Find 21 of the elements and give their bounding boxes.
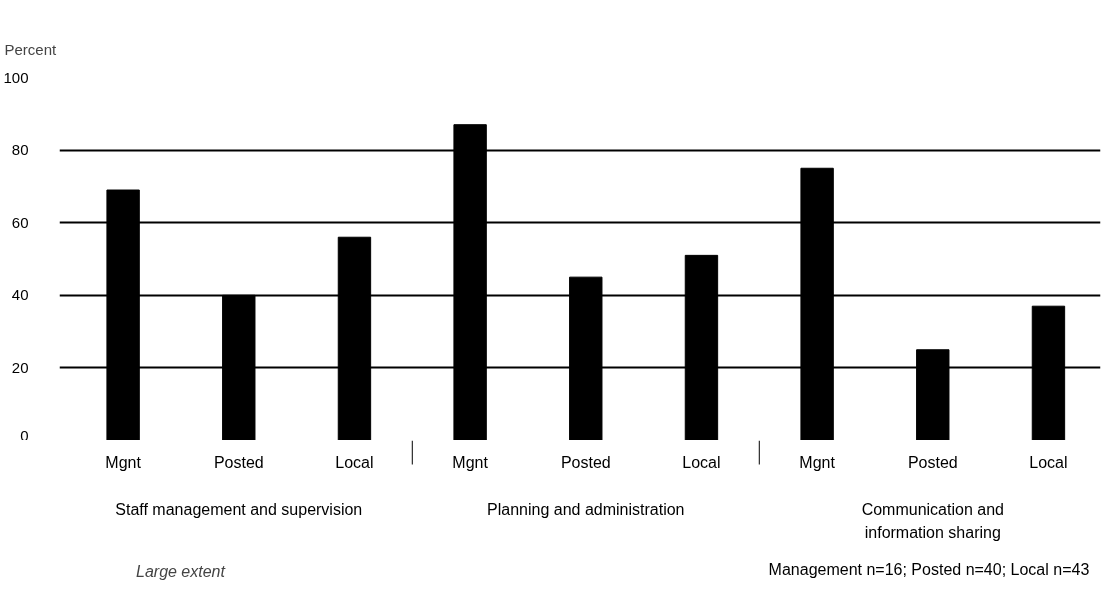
- y-tick-label: 40: [11, 286, 29, 304]
- y-tick-label: 100: [3, 68, 29, 86]
- x-tick-label: Posted: [907, 454, 958, 471]
- text: Staff management and supervision: [115, 500, 363, 518]
- x-tick-label: Mgnt: [799, 454, 836, 471]
- x-tick-label: Local: [1029, 454, 1068, 471]
- y-axis-title: Percent: [4, 40, 58, 58]
- x-tick-label: Local: [335, 454, 374, 471]
- y-tick-label: 20: [11, 358, 29, 376]
- text: Planning and administration: [487, 500, 685, 518]
- x-tick-label: Posted: [560, 454, 611, 471]
- y-tick-label: 60: [11, 213, 29, 231]
- y-tick-label: 0: [20, 426, 29, 444]
- x-tick-label: Mgnt: [105, 454, 142, 471]
- text: Communication and information sharing: [861, 500, 1004, 542]
- x-tick-label: Posted: [213, 454, 264, 471]
- x-tick-label: Mgnt: [452, 454, 489, 471]
- text: Management n=16; Posted n=40; Local n=43: [768, 561, 1090, 578]
- x-tick-label: Local: [682, 454, 721, 471]
- text: Large extent: [136, 563, 225, 581]
- y-tick-label: 80: [11, 141, 29, 159]
